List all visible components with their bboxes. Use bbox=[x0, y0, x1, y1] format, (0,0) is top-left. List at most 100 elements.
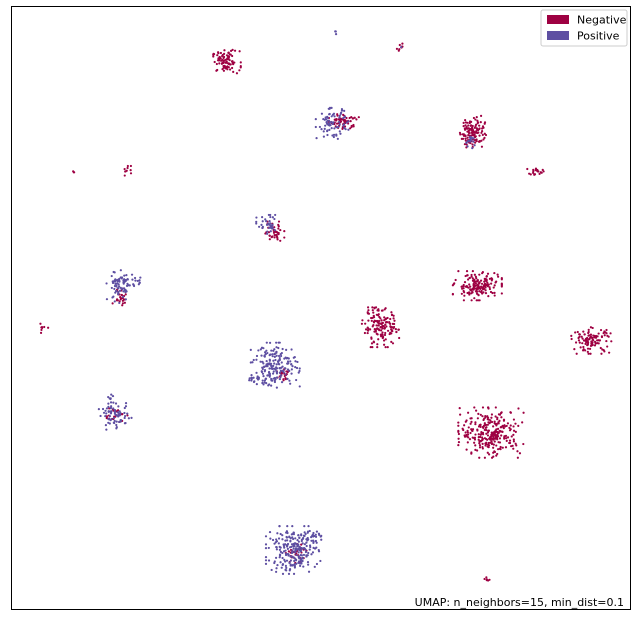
point-positive-c10-183 bbox=[293, 559, 296, 563]
point-positive-c10-209 bbox=[286, 544, 289, 547]
point-negative-c10-87 bbox=[596, 339, 599, 342]
point-positive-c6-171 bbox=[259, 360, 262, 363]
point-negative-c10-56 bbox=[575, 352, 578, 355]
point-positive-c8-63 bbox=[107, 405, 110, 409]
point-positive-c11-9 bbox=[305, 538, 308, 541]
point-negative-c14-94 bbox=[466, 433, 470, 436]
point-negative-c8-116 bbox=[470, 299, 473, 302]
point-positive-c6-75 bbox=[288, 379, 291, 382]
point-negative-c2-86 bbox=[468, 128, 472, 131]
point-negative-c8-67 bbox=[473, 273, 476, 276]
point-negative-c14-108 bbox=[493, 440, 496, 443]
point-positive-c4-72 bbox=[122, 281, 125, 284]
point-positive-c10-113 bbox=[267, 546, 270, 550]
point-positive-c6-138 bbox=[268, 354, 271, 357]
point-positive-c10-161 bbox=[303, 534, 306, 538]
point-negative-c14-126 bbox=[477, 412, 480, 415]
point-positive-c7-19 bbox=[248, 379, 251, 382]
point-positive-c4-77 bbox=[116, 279, 119, 283]
point-negative-c9-105 bbox=[381, 321, 384, 325]
point-negative-c9-85 bbox=[384, 321, 388, 324]
point-positive-c6-64 bbox=[295, 378, 298, 382]
point-positive-c10-179 bbox=[294, 537, 297, 540]
point-positive-c6-101 bbox=[290, 348, 293, 351]
point-positive-c8-69 bbox=[120, 419, 123, 422]
point-positive-c10-195 bbox=[279, 532, 282, 536]
point-positive-c5-2 bbox=[132, 284, 136, 288]
point-negative-c0-81 bbox=[227, 62, 230, 65]
point-positive-c10-13 bbox=[286, 547, 289, 551]
point-positive-c10-118 bbox=[271, 538, 275, 542]
point-positive-c0-67 bbox=[335, 134, 338, 137]
point-negative-c8-100 bbox=[479, 287, 482, 290]
point-negative-c14-241 bbox=[469, 422, 472, 425]
point-positive-c3-13 bbox=[268, 220, 271, 223]
point-negative-c14-32 bbox=[457, 437, 460, 440]
point-negative-c7-37 bbox=[267, 231, 271, 234]
point-negative-c10-3 bbox=[599, 328, 603, 332]
point-positive-c8-33 bbox=[109, 406, 113, 409]
point-negative-c14-61 bbox=[498, 437, 502, 440]
point-positive-c6-177 bbox=[286, 360, 290, 363]
point-negative-c14-159 bbox=[468, 438, 472, 441]
point-positive-c9-5 bbox=[112, 401, 115, 404]
point-positive-c6-113 bbox=[264, 353, 267, 356]
point-positive-c10-223 bbox=[278, 553, 282, 556]
point-negative-c3-3 bbox=[401, 42, 404, 45]
point-negative-c10-88 bbox=[605, 328, 608, 332]
point-negative-c14-207 bbox=[488, 422, 491, 425]
point-positive-c4-56 bbox=[118, 285, 121, 288]
point-negative-c14-196 bbox=[485, 426, 488, 429]
point-negative-c14-237 bbox=[497, 413, 501, 416]
point-negative-c2-98 bbox=[478, 134, 481, 137]
point-negative-c2-89 bbox=[471, 143, 474, 146]
point-negative-c14-198 bbox=[512, 425, 515, 428]
point-negative-c7-9 bbox=[273, 233, 276, 237]
point-positive-c6-147 bbox=[270, 367, 273, 370]
point-positive-c5-1 bbox=[136, 279, 139, 283]
point-negative-c8-109 bbox=[465, 270, 469, 273]
point-negative-c8-136 bbox=[476, 279, 479, 282]
point-positive-c10-182 bbox=[277, 537, 281, 540]
point-positive-c10-86 bbox=[300, 539, 303, 543]
point-negative-c8-113 bbox=[463, 294, 466, 297]
point-positive-c6-137 bbox=[278, 367, 281, 370]
point-negative-c7-5 bbox=[273, 236, 276, 239]
point-negative-c10-72 bbox=[590, 336, 593, 339]
point-negative-c14-183 bbox=[474, 421, 477, 424]
point-negative-c4-8 bbox=[534, 167, 538, 170]
point-negative-c9-149 bbox=[376, 343, 379, 346]
point-negative-c14-78 bbox=[473, 441, 476, 444]
point-positive-c10-24 bbox=[302, 536, 305, 540]
point-negative-c9-87 bbox=[386, 346, 389, 349]
point-negative-c9-115 bbox=[371, 316, 374, 319]
point-positive-c10-153 bbox=[300, 554, 303, 557]
point-negative-c9-126 bbox=[382, 325, 385, 328]
point-negative-c14-186 bbox=[496, 448, 500, 451]
point-positive-c6-164 bbox=[290, 363, 293, 366]
point-negative-c8-15 bbox=[478, 273, 481, 276]
point-negative-c10-79 bbox=[608, 351, 611, 354]
point-positive-c6-46 bbox=[266, 351, 269, 355]
point-positive-c8-67 bbox=[112, 407, 115, 410]
point-negative-c12-16 bbox=[121, 299, 125, 302]
point-negative-c14-54 bbox=[473, 438, 477, 441]
point-negative-c8-54 bbox=[500, 278, 503, 281]
legend: Negative Positive bbox=[540, 9, 628, 47]
point-positive-c6-157 bbox=[270, 365, 273, 368]
point-negative-c11-5 bbox=[43, 325, 46, 329]
point-negative-c4-17 bbox=[539, 171, 542, 174]
point-negative-c9-144 bbox=[390, 332, 393, 335]
point-positive-c0-69 bbox=[344, 128, 347, 131]
point-negative-c9-123 bbox=[388, 320, 391, 324]
point-positive-c4-64 bbox=[125, 290, 128, 293]
point-positive-c0-48 bbox=[331, 113, 335, 116]
point-negative-c14-195 bbox=[503, 435, 506, 438]
point-negative-c2-101 bbox=[475, 127, 478, 130]
point-positive-c10-226 bbox=[297, 561, 300, 564]
point-positive-c0-35 bbox=[325, 122, 329, 125]
point-positive-c10-74 bbox=[291, 525, 294, 528]
point-positive-c10-212 bbox=[279, 550, 282, 553]
point-positive-c6-79 bbox=[268, 341, 272, 344]
point-positive-c10-176 bbox=[301, 559, 304, 563]
